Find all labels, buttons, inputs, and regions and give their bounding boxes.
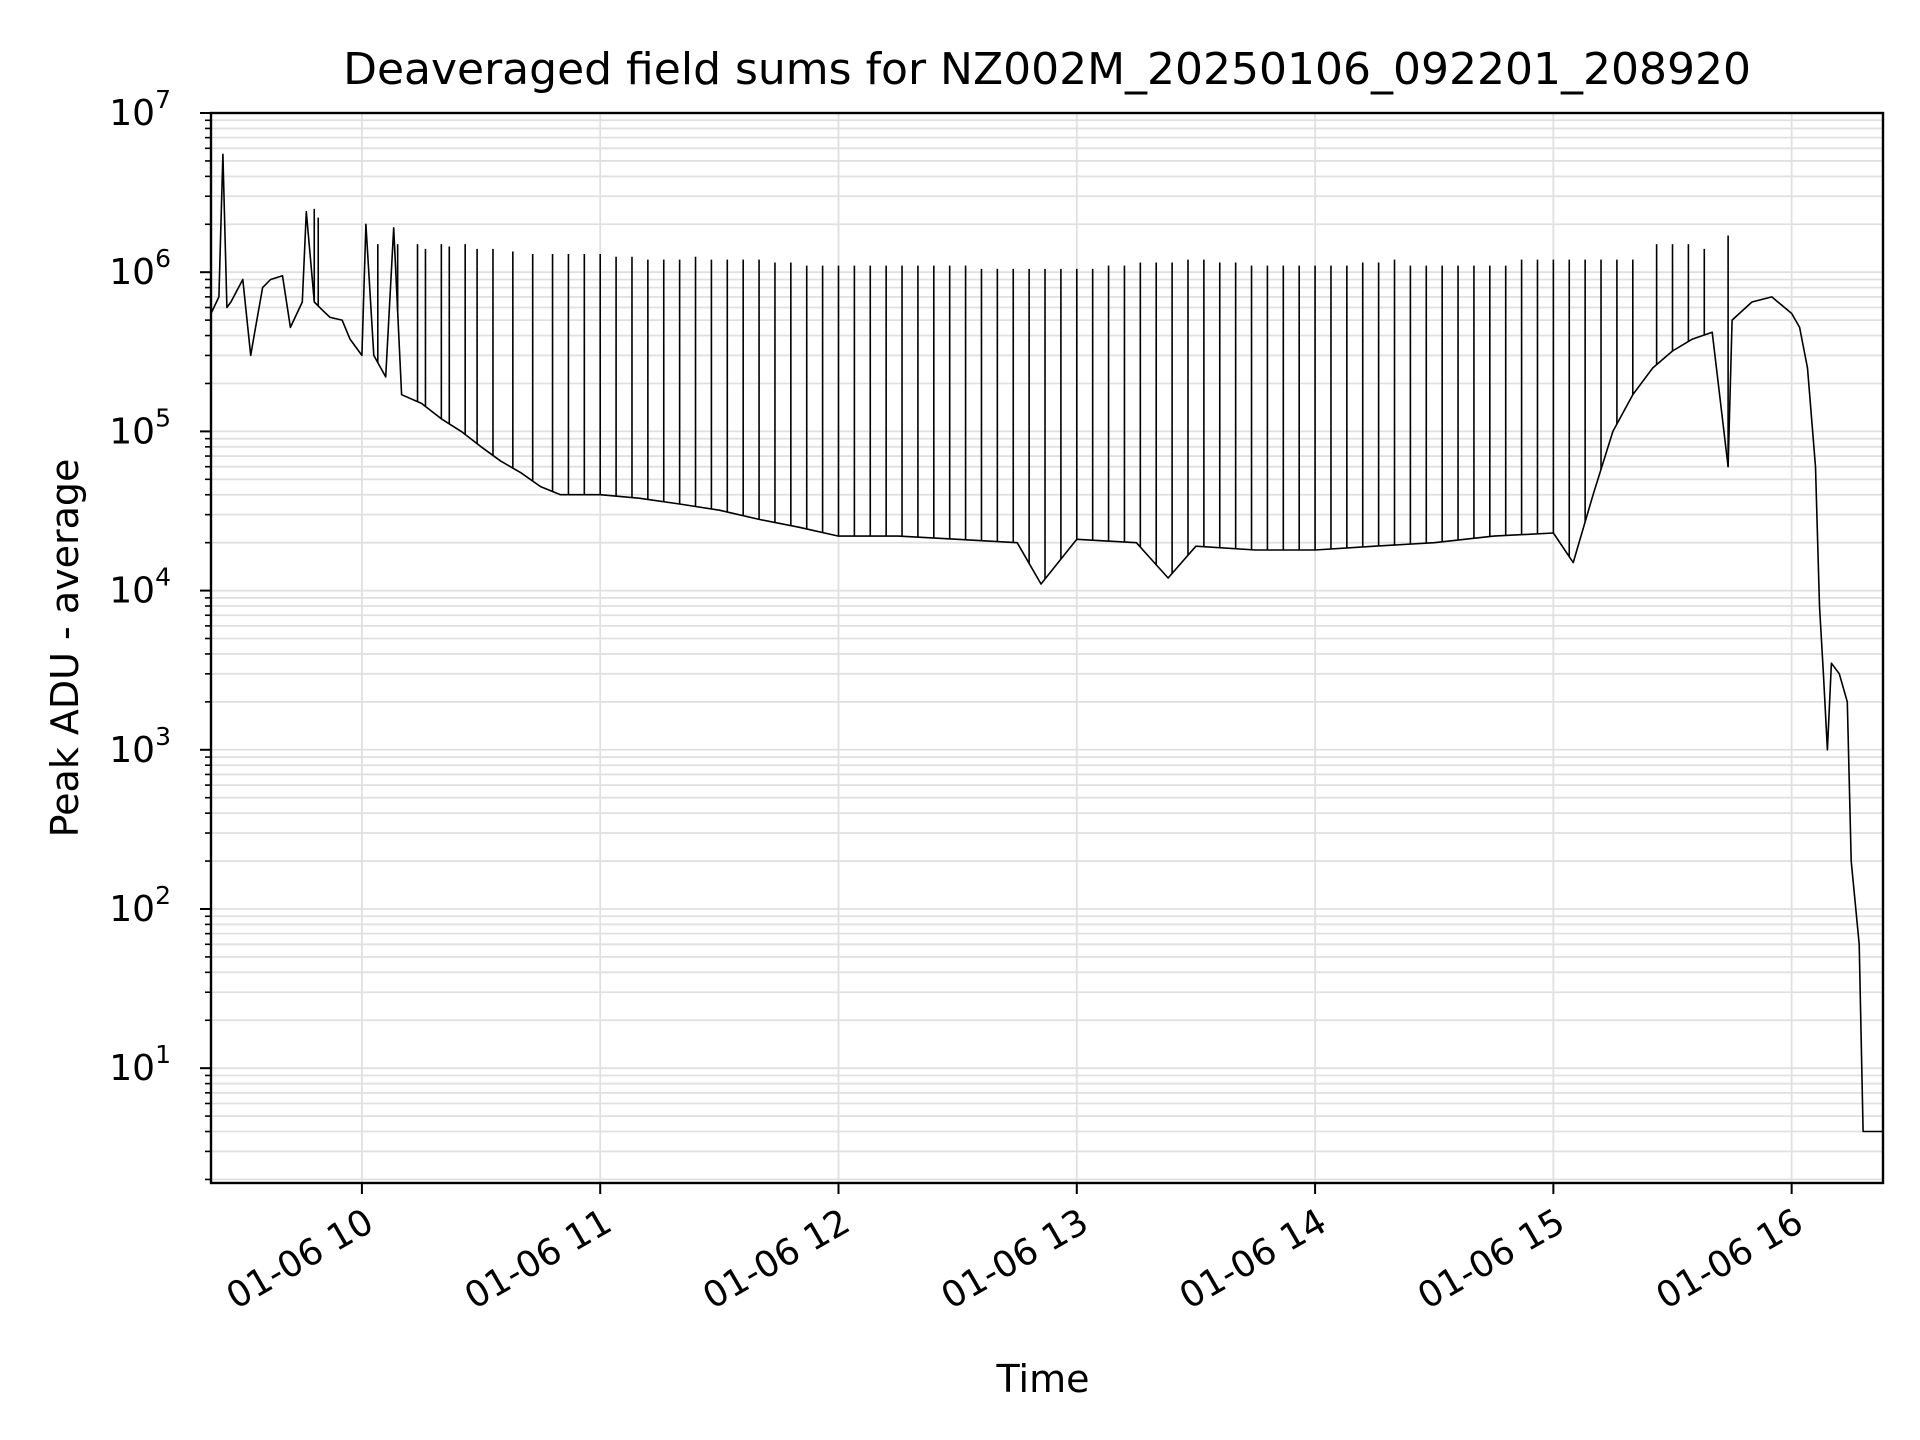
y-tick-label: 105: [109, 403, 171, 452]
y-tick-label: 104: [109, 563, 171, 612]
y-tick-label: 101: [109, 1040, 171, 1089]
y-tick-label: 107: [109, 85, 171, 134]
plot-area-frame: [209, 111, 1885, 1185]
data-series: [210, 153, 1883, 1133]
y-tick-label: 103: [109, 722, 171, 771]
chart-title: Deaveraged field sums for NZ002M_2025010…: [343, 44, 1751, 95]
y-axis-label: Peak ADU - average: [43, 459, 87, 838]
y-tick-label: 102: [109, 881, 171, 930]
y-tick-label: 106: [109, 244, 171, 293]
data-line: [210, 153, 1883, 1133]
grid: [211, 113, 1883, 1183]
x-axis-label: Time: [996, 1357, 1090, 1401]
